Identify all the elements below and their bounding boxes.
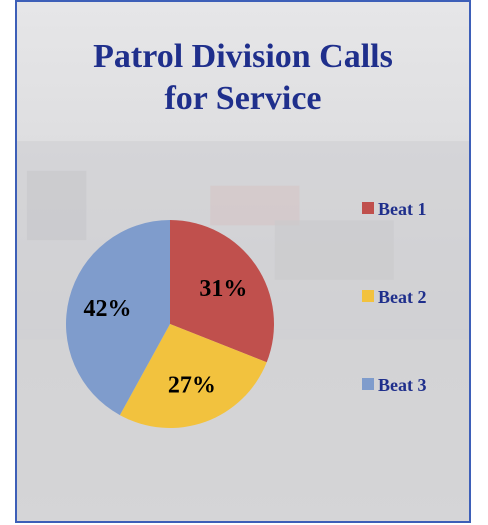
data-label-beat-1: 31% (199, 276, 247, 302)
legend-swatch-beat-1 (362, 202, 374, 214)
chart-frame: Patrol Division Calls for Service 31% 27%… (15, 0, 471, 523)
data-label-beat-3: 42% (84, 296, 132, 322)
pie-slice-beat-1 (170, 220, 274, 363)
legend-label-beat-1: Beat 1 (378, 199, 427, 219)
legend-swatch-beat-2 (362, 290, 374, 302)
pie-chart: 31% 27% 42% Beat 1 Beat 2 Beat 3 (66, 199, 427, 428)
legend-label-beat-2: Beat 2 (378, 287, 427, 307)
chart-title-line-1: Patrol Division Calls (93, 38, 393, 75)
legend-swatch-beat-3 (362, 378, 374, 390)
pie-slice-beat-2 (119, 324, 267, 428)
chart-title-line-2: for Service (164, 80, 322, 117)
data-label-beat-2: 27% (168, 373, 216, 399)
legend-label-beat-3: Beat 3 (378, 375, 427, 395)
pie-slice-beat-3 (66, 220, 170, 416)
chart-title: Patrol Division Calls for Service (17, 36, 469, 120)
